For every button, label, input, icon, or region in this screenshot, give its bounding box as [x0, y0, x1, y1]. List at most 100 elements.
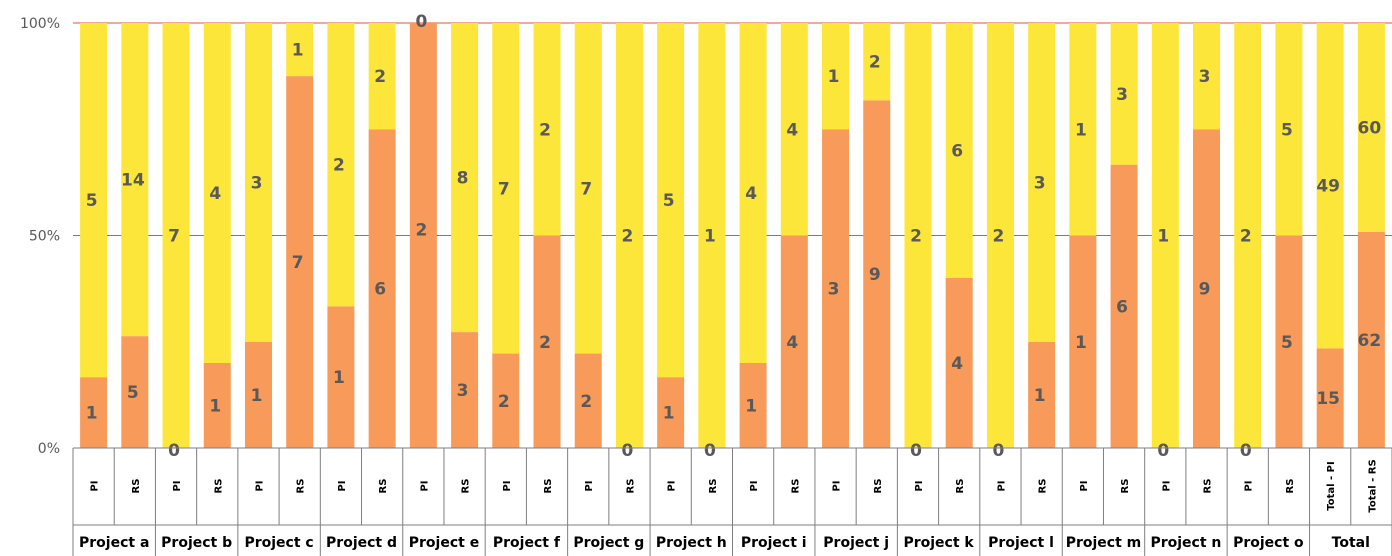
bar-segment-top — [698, 23, 726, 448]
data-label-bottom: 9 — [1199, 280, 1211, 300]
data-label-bottom: 0 — [910, 441, 922, 461]
data-label-bottom: 62 — [1358, 331, 1382, 351]
bar-segment-top — [1151, 23, 1179, 448]
bar-segment-top — [1069, 23, 1097, 236]
data-label-top: 2 — [374, 67, 386, 87]
data-label-top: 2 — [333, 156, 345, 176]
x-tick-label: RS — [213, 479, 224, 494]
data-label-bottom: 6 — [374, 280, 386, 300]
data-label-bottom: 1 — [251, 386, 263, 406]
bar-segment-top — [1110, 23, 1138, 165]
data-label-top: 2 — [539, 120, 551, 140]
data-label-top: 1 — [704, 227, 716, 247]
data-label-top: 2 — [1240, 227, 1252, 247]
data-label-top: 7 — [580, 179, 592, 199]
group-label: Project k — [903, 535, 974, 551]
bar-segment-bottom — [822, 129, 850, 448]
bar-segment-bottom — [244, 341, 272, 448]
data-label-top: 3 — [1034, 173, 1046, 193]
data-label-bottom: 2 — [415, 221, 427, 241]
data-label-top: 1 — [828, 67, 840, 87]
bar-segment-bottom — [945, 278, 973, 448]
bar-segment-bottom — [657, 377, 685, 448]
bar-segment-top — [822, 23, 850, 130]
group-label: Total — [1332, 535, 1370, 551]
data-label-bottom: 1 — [333, 368, 345, 388]
x-tick-label: PI — [254, 480, 265, 491]
x-tick-label: Total - RS — [1367, 459, 1378, 512]
group-label: Project j — [823, 535, 889, 551]
bar-segment-bottom — [1357, 232, 1385, 448]
group-label: Project a — [79, 535, 149, 551]
data-label-top: 6 — [951, 142, 963, 162]
bar-segment-top — [492, 23, 520, 354]
bar-segment-top — [327, 23, 355, 307]
bar-segment-bottom — [780, 235, 808, 448]
bar-segment-bottom — [863, 100, 891, 448]
x-tick-label: PI — [667, 480, 678, 491]
bar-segment-top — [780, 23, 808, 236]
bar-segment-top — [1028, 23, 1056, 342]
x-tick-label: PI — [502, 480, 513, 491]
data-label-bottom: 1 — [663, 404, 675, 424]
bar-segment-bottom — [1275, 235, 1303, 448]
group-label: Project g — [573, 535, 644, 551]
x-tick-label: PI — [1161, 480, 1172, 491]
data-label-top: 7 — [498, 179, 510, 199]
x-tick-label: RS — [790, 479, 801, 494]
bar-segment-top — [244, 23, 272, 342]
bar-segment-bottom — [492, 353, 520, 448]
data-label-bottom: 4 — [786, 333, 798, 353]
bars-layer — [80, 23, 1385, 448]
data-label-top: 2 — [622, 227, 634, 247]
data-label-bottom: 0 — [704, 441, 716, 461]
data-label-bottom: 6 — [1116, 297, 1128, 317]
bar-segment-top — [739, 23, 767, 363]
data-label-bottom: 15 — [1316, 389, 1340, 409]
bar-segment-top — [615, 23, 643, 448]
data-label-top: 5 — [1281, 120, 1293, 140]
x-tick-label: PI — [337, 480, 348, 491]
x-tick-label: PI — [172, 480, 183, 491]
bar-segment-top — [162, 23, 190, 448]
data-label-bottom: 3 — [457, 381, 469, 401]
labels-layer: 1551407141371126220382722270215011444319… — [86, 12, 1382, 461]
group-label: Project h — [656, 535, 727, 551]
data-label-bottom: 0 — [993, 441, 1005, 461]
x-tick-label: RS — [296, 479, 307, 494]
data-label-bottom: 2 — [498, 392, 510, 412]
data-label-bottom: 1 — [1034, 386, 1046, 406]
data-label-bottom: 5 — [1281, 333, 1293, 353]
data-label-top: 2 — [910, 227, 922, 247]
bar-segment-top — [121, 23, 149, 337]
group-label: Project d — [326, 535, 397, 551]
bar-segment-bottom — [368, 129, 396, 448]
bar-segment-bottom — [451, 332, 479, 448]
data-label-top: 4 — [745, 184, 757, 204]
y-tick-label: 100% — [20, 16, 60, 32]
bar-segment-bottom — [574, 353, 602, 448]
y-tick-label: 0% — [38, 441, 60, 457]
x-tick-label: RS — [1285, 479, 1296, 494]
data-label-top: 2 — [869, 53, 881, 73]
bar-segment-top — [203, 23, 231, 363]
data-label-top: 7 — [168, 227, 180, 247]
y-tick-label: 50% — [29, 229, 60, 245]
x-tick-label: PI — [832, 480, 843, 491]
data-label-bottom: 1 — [1075, 333, 1087, 353]
group-label: Project c — [244, 535, 313, 551]
data-label-top: 2 — [993, 227, 1005, 247]
bar-segment-bottom — [80, 377, 108, 448]
bar-segment-bottom — [739, 363, 767, 448]
data-label-top: 4 — [209, 184, 221, 204]
x-tick-label: RS — [1038, 479, 1049, 494]
data-label-top: 3 — [1199, 67, 1211, 87]
bar-segment-bottom — [1069, 235, 1097, 448]
bar-segment-bottom — [1316, 348, 1344, 448]
x-tick-label: RS — [955, 479, 966, 494]
data-label-top: 49 — [1316, 177, 1340, 197]
data-label-top: 3 — [251, 173, 263, 193]
x-tick-label: RS — [461, 479, 472, 494]
bar-segment-bottom — [327, 306, 355, 448]
bar-segment-top — [574, 23, 602, 354]
